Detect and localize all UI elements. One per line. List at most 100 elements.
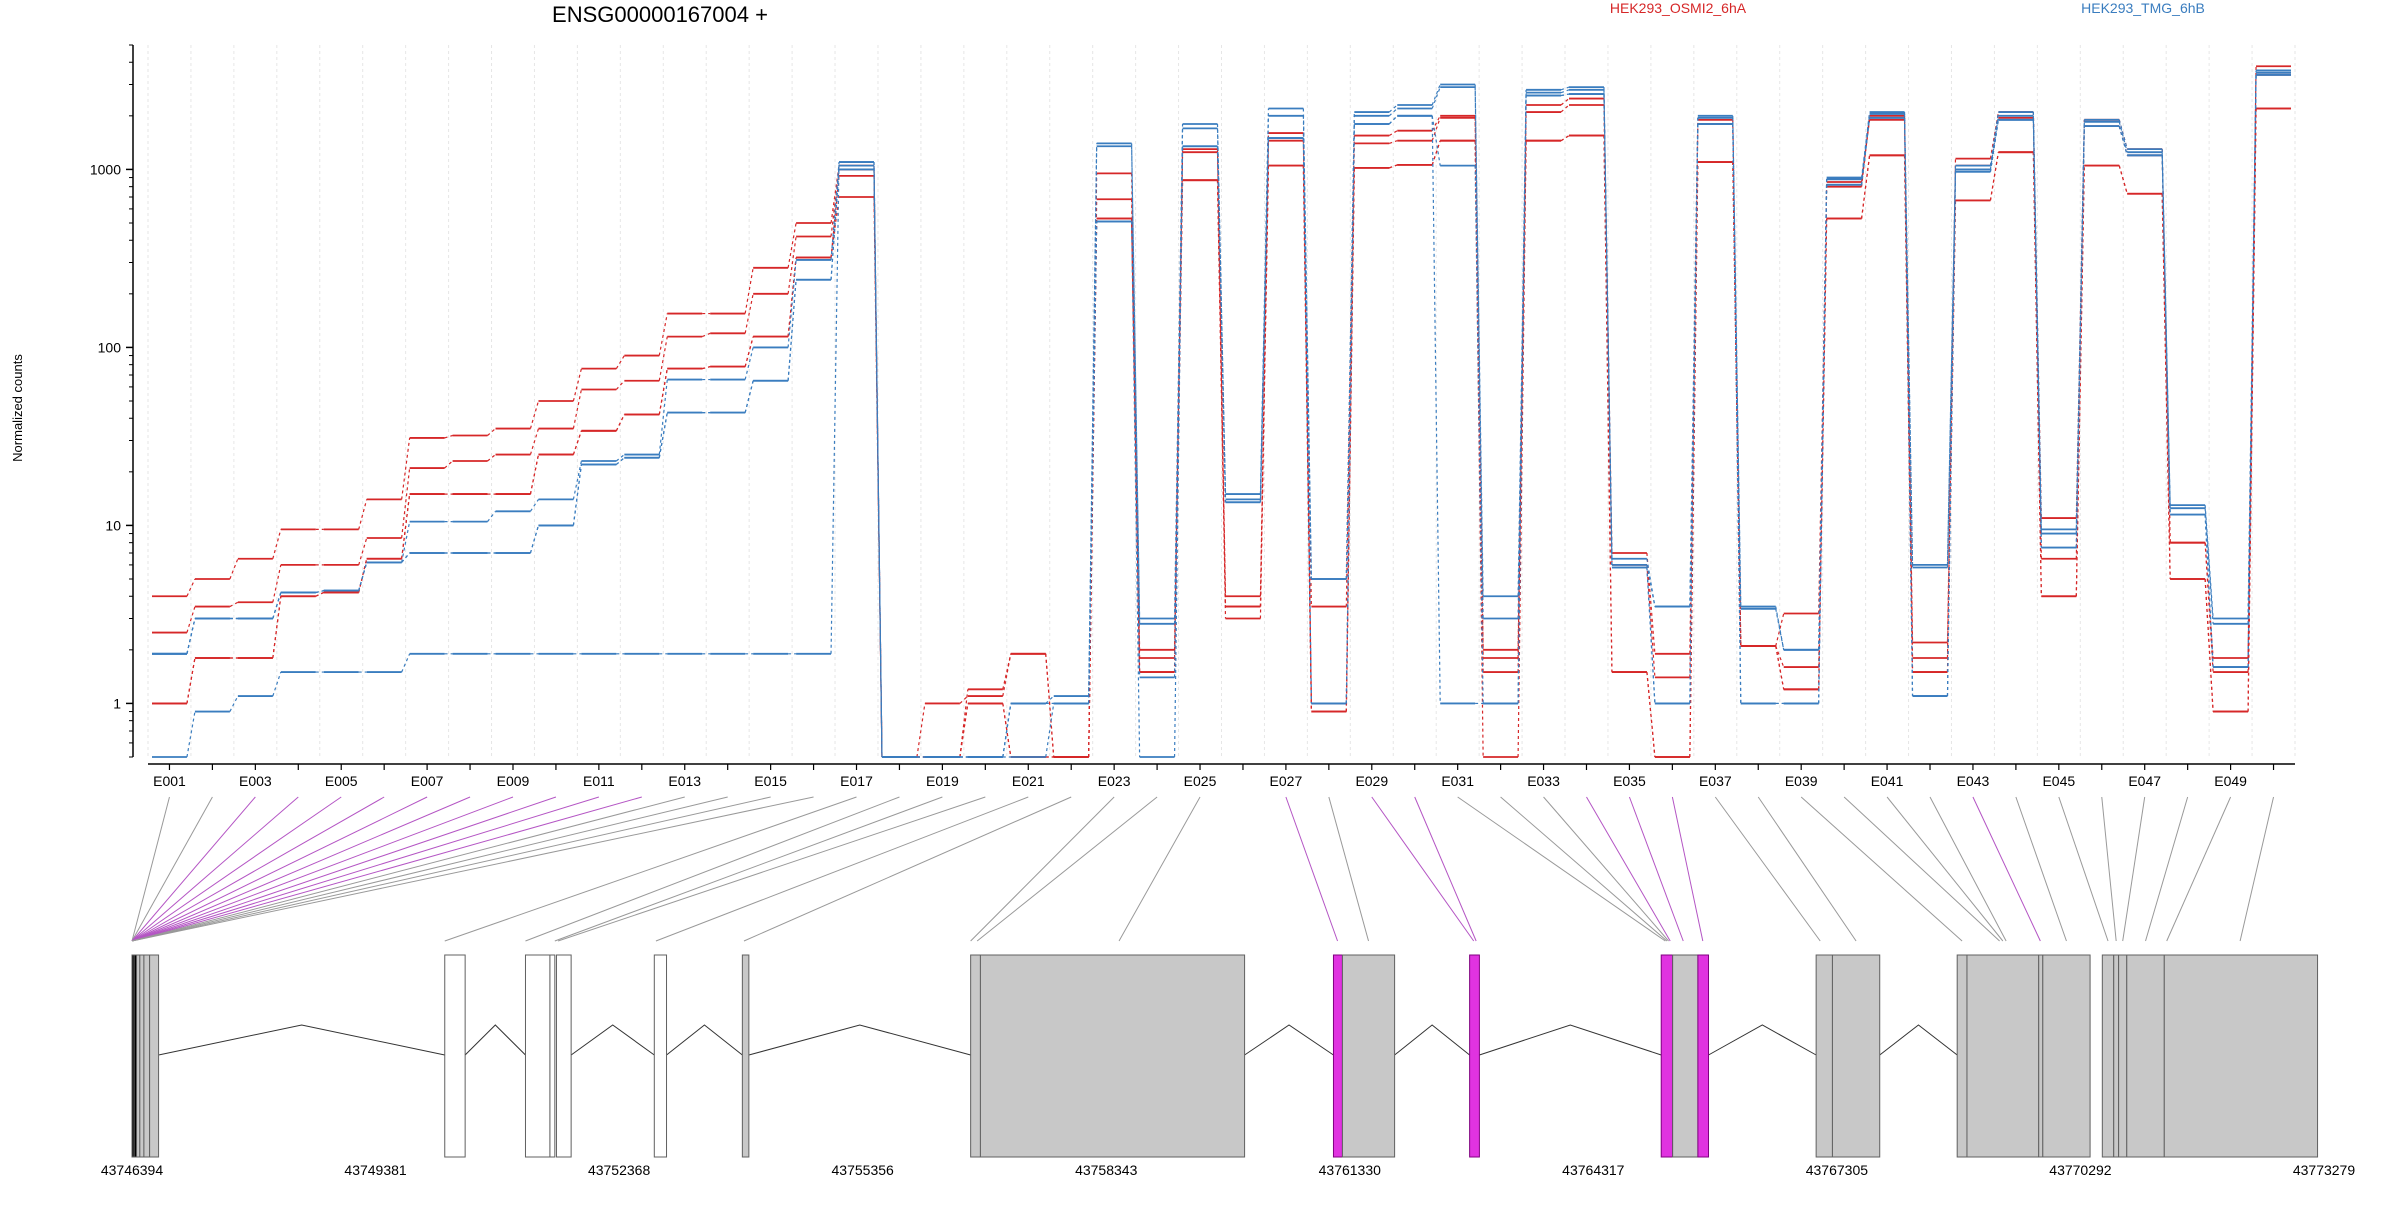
series-transition — [744, 336, 754, 367]
x-tick-label: E015 — [754, 773, 787, 789]
exon-connector-line — [2166, 796, 2232, 942]
series-transition — [1389, 140, 1398, 144]
series-transition — [2247, 72, 2257, 624]
series-transition — [1560, 93, 1570, 97]
x-tick-label: E005 — [325, 773, 358, 789]
series-transition — [358, 499, 368, 530]
genome-coordinate-label: 43752368 — [588, 1162, 651, 1178]
exon-block — [741, 954, 750, 1158]
exon-block — [2113, 954, 2120, 1158]
series-transition — [1431, 115, 1441, 131]
exon-block — [2163, 954, 2319, 1158]
series-transition — [830, 162, 840, 654]
exon-connector-line — [1929, 796, 2007, 942]
series-transition — [787, 279, 797, 381]
exon-block — [1341, 954, 1396, 1158]
series-transition — [2204, 514, 2214, 668]
x-tick-label: E027 — [1270, 773, 1303, 789]
series-transition — [615, 355, 625, 369]
series-transition — [959, 689, 969, 758]
exon-block — [2118, 954, 2128, 1158]
exon-block — [653, 954, 668, 1158]
exon-connector-line — [131, 796, 170, 942]
series-transition — [701, 332, 711, 338]
series-transition — [529, 525, 540, 554]
exon-connector-line — [131, 796, 771, 942]
series-transition — [959, 695, 969, 704]
x-tick-label: E045 — [2042, 773, 2075, 789]
series-transition — [615, 414, 625, 432]
exon-connector-line — [1800, 796, 1963, 942]
series-transition — [401, 552, 411, 563]
exon-connector-line — [976, 796, 1158, 942]
series-transition — [615, 454, 625, 462]
series-transition — [2032, 119, 2042, 548]
genome-coordinate-label: 43758343 — [1075, 1162, 1138, 1178]
series-transition — [1861, 119, 1871, 183]
series-transition — [2247, 74, 2257, 668]
intron-arc — [666, 1024, 743, 1056]
series-transition — [1216, 123, 1227, 495]
series-transition — [2118, 121, 2128, 153]
exon-connector-line — [131, 796, 814, 942]
x-tick-label: E039 — [1785, 773, 1818, 789]
series-transition — [1431, 140, 1441, 166]
exon-connector-line — [1118, 796, 1201, 942]
x-tick-label: E013 — [668, 773, 701, 789]
exon-connector-line — [2239, 796, 2275, 942]
series-transition — [830, 169, 840, 280]
series-transition — [873, 165, 883, 758]
intron-arc — [464, 1024, 526, 1056]
exon-block — [2101, 954, 2115, 1158]
intron-arc — [1879, 1024, 1958, 1056]
series-transition — [1388, 130, 1398, 137]
series-transition — [1560, 86, 1570, 91]
series-transition — [272, 592, 282, 619]
x-tick-label: E009 — [497, 773, 530, 789]
gene-model — [131, 954, 2319, 1158]
intron-arc — [1244, 1024, 1334, 1056]
intron-arc — [1394, 1024, 1470, 1056]
exon-connector-line — [131, 796, 642, 942]
series-transition — [1946, 169, 1957, 568]
legend-item-tmg: HEK293_TMG_6hB — [2081, 0, 2205, 16]
series-transition — [1431, 84, 1441, 106]
series-transition — [229, 558, 239, 580]
series-transition — [1173, 146, 1184, 678]
series-transition — [186, 606, 196, 633]
exon-block — [1956, 954, 1968, 1158]
series-transition — [1861, 155, 1871, 219]
x-tick-label: E003 — [239, 773, 272, 789]
series-transition — [1989, 111, 2000, 159]
series-transition — [272, 671, 282, 697]
exon-connector-line — [2058, 796, 2109, 942]
series-transition — [1517, 140, 1527, 758]
series-transition — [358, 537, 368, 566]
series-transition — [2118, 165, 2128, 194]
series-transition — [272, 529, 282, 559]
legend-item-osmi2: HEK293_OSMI2_6hA — [1610, 0, 1747, 16]
series-transition — [1818, 184, 1828, 704]
exon-connector-line — [1285, 796, 1339, 942]
series-transition — [1560, 89, 1570, 94]
x-tick-label: E033 — [1527, 773, 1560, 789]
series-transition — [1646, 564, 1656, 678]
exon-connector-line — [444, 796, 857, 942]
series-transition — [1216, 180, 1227, 607]
series-transition — [1474, 87, 1484, 619]
series-transition — [1131, 143, 1141, 619]
genome-coordinate-label: 43764317 — [1562, 1162, 1625, 1178]
exon-connectors — [131, 796, 2275, 942]
y-axis-label: Normalized counts — [10, 354, 25, 462]
series-transition — [2161, 152, 2171, 509]
series-transition — [1646, 564, 1656, 607]
series-transition — [744, 293, 754, 334]
series-transition — [1088, 221, 1098, 704]
series-transition — [572, 430, 582, 455]
series-transition — [1732, 115, 1742, 607]
series-transition — [744, 267, 754, 314]
intron-arc — [158, 1024, 445, 1056]
exon-block — [1697, 954, 1710, 1158]
